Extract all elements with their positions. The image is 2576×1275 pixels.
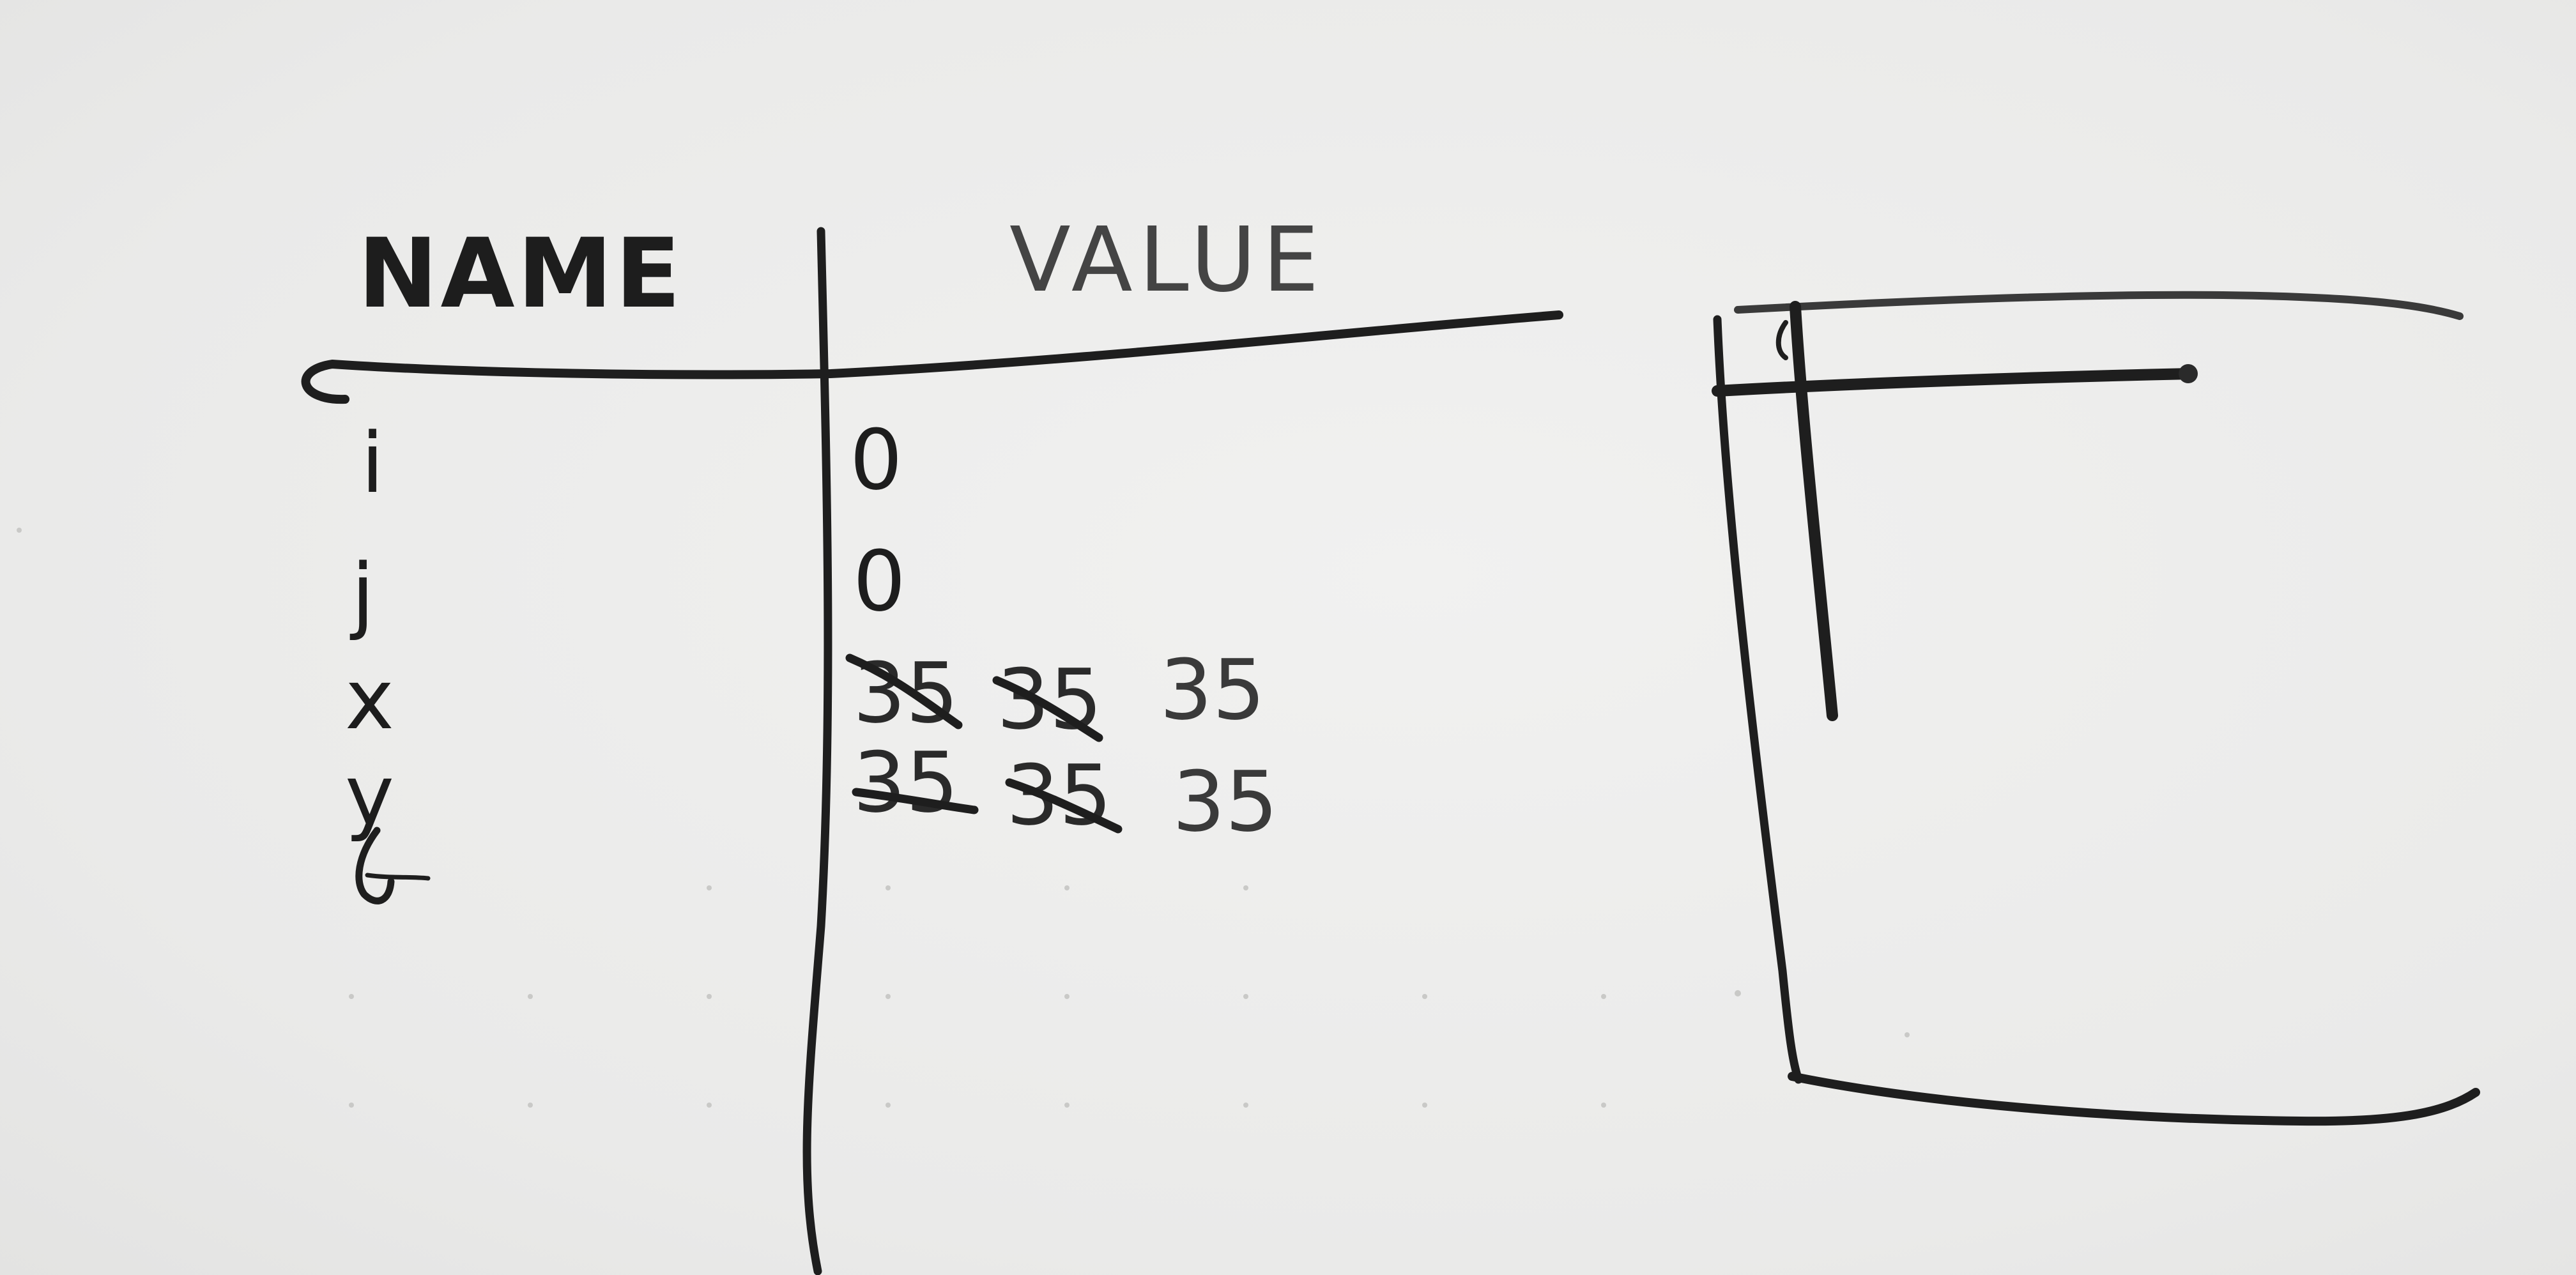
row-value-i: 0 <box>850 411 903 508</box>
row-y-old-value: 35 <box>1006 747 1112 844</box>
paper-dot-grid <box>17 528 1910 1108</box>
variable-table: NAME VALUE i j x y 0 0 35 35 35 <box>301 208 1563 1275</box>
row-y-current-value: 35 <box>1172 753 1278 850</box>
header-value-label: VALUE <box>1009 208 1326 312</box>
canvas-bottom-edge <box>1788 1072 2480 1126</box>
canvas-window-sketch <box>1712 291 2480 1126</box>
row-y-old-value: 35 <box>853 734 958 831</box>
crosshair-corner-mark <box>1775 320 1788 360</box>
header-name-label: NAME <box>358 218 683 330</box>
row-values-y: 35 35 35 <box>852 734 1278 850</box>
row-name-x: x <box>345 651 394 748</box>
row-x-current-value: 35 <box>1160 641 1265 738</box>
crosshair-horizontal-axis <box>1712 368 2197 397</box>
crosshair-horizontal-end <box>2179 364 2198 383</box>
canvas-top-edge <box>1734 291 2464 320</box>
row-name-i: i <box>361 415 384 512</box>
canvas-left-edge <box>1713 315 1803 1084</box>
cursor-mark <box>355 827 431 905</box>
table-column-divider <box>802 227 832 1275</box>
row-x-strike <box>845 653 963 729</box>
row-name-y: y <box>345 747 394 844</box>
row-y-strike <box>1005 778 1123 834</box>
row-x-strike <box>992 676 1103 742</box>
row-values-x: 35 35 35 <box>845 641 1265 748</box>
crosshair-vertical-axis <box>1790 301 1838 721</box>
table-header-rule <box>301 310 1563 404</box>
row-y-strike <box>852 788 979 814</box>
row-value-j: 0 <box>853 533 906 630</box>
row-name-j: j <box>349 546 374 643</box>
